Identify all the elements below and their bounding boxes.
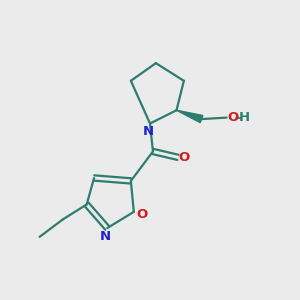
Text: H: H: [239, 111, 250, 124]
Text: O: O: [136, 208, 148, 221]
Text: O: O: [227, 111, 239, 124]
Text: N: N: [99, 230, 110, 243]
Text: N: N: [143, 125, 154, 138]
Polygon shape: [176, 110, 203, 123]
Text: O: O: [179, 151, 190, 164]
